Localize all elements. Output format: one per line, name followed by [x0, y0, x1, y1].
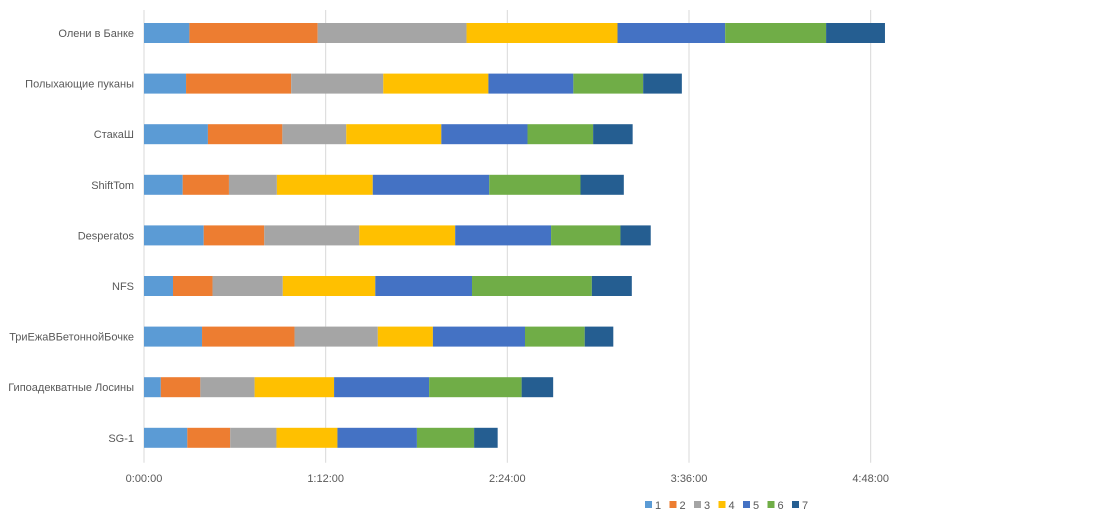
legend-label: 4: [729, 500, 735, 512]
bar-segment-series-6: [573, 73, 644, 94]
legend-label: 5: [753, 500, 759, 512]
bar-segment-series-1: [144, 427, 188, 448]
bar-segment-series-2: [202, 326, 295, 347]
x-tick-label: 1:12:00: [307, 473, 344, 485]
bar-segment-series-3: [317, 23, 467, 43]
bar-segment-series-3: [291, 73, 384, 94]
bar-segment-series-6: [416, 427, 475, 448]
bar-segment-series-4: [282, 276, 376, 296]
bar-segment-series-2: [203, 225, 265, 246]
bar-segment-series-1: [144, 23, 190, 43]
category-label: Гипоадекватные Лосины: [8, 382, 134, 394]
x-tick-label: 2:24:00: [489, 473, 526, 485]
bar-segment-series-5: [372, 174, 490, 195]
bar-segment-series-3: [294, 326, 378, 347]
bar-segment-series-6: [551, 225, 621, 246]
bar-segment-series-4: [276, 174, 373, 195]
bar-segment-series-2: [173, 276, 213, 296]
bar-segment-series-7: [584, 326, 614, 347]
bar-segment-series-4: [377, 326, 433, 347]
bar-segment-series-5: [455, 225, 552, 246]
x-tick-label: 3:36:00: [671, 473, 708, 485]
bar-segment-series-6: [429, 377, 522, 398]
bar-segment-series-7: [620, 225, 651, 246]
legend-swatch: [792, 501, 799, 508]
bar-segment-series-1: [144, 174, 183, 195]
bar-segment-series-1: [144, 225, 204, 246]
bar-segment-series-5: [617, 23, 726, 43]
category-label: Desperatos: [78, 230, 135, 242]
bar-segment-series-5: [337, 427, 417, 448]
category-label: ТриЕжаВБетоннойБочке: [9, 332, 134, 344]
category-label: Полыхающие пуканы: [25, 79, 134, 91]
bar-series: [144, 23, 885, 448]
bar-segment-series-7: [474, 427, 498, 448]
legend-swatch: [718, 501, 726, 508]
value-axis-labels: 0:00:00 1:12:00 2:24:00 3:36:00 4:48:00: [126, 473, 889, 485]
bar-segment-series-2: [182, 174, 229, 195]
legend-swatch: [645, 501, 652, 508]
bar-segment-series-6: [524, 326, 585, 347]
bar-segment-series-2: [207, 124, 283, 145]
bar-segment-series-5: [334, 377, 430, 398]
bar-segment-series-2: [160, 377, 201, 398]
legend-swatch: [767, 501, 775, 508]
bar-segment-series-1: [144, 276, 174, 296]
bar-segment-series-3: [228, 174, 277, 195]
bar-segment-series-4: [383, 73, 489, 94]
bar-segment-series-3: [264, 225, 360, 246]
bar-segment-series-4: [466, 23, 618, 43]
legend-label: 6: [778, 500, 784, 512]
bar-segment-series-6: [472, 276, 592, 296]
bar-segment-series-4: [359, 225, 456, 246]
bar-segment-series-4: [254, 377, 335, 398]
bar-segment-series-6: [489, 174, 581, 195]
bar-segment-series-7: [826, 23, 885, 43]
bar-segment-series-3: [212, 276, 283, 296]
x-tick-label: 4:48:00: [852, 473, 889, 485]
bar-segment-series-5: [441, 124, 528, 145]
bar-segment-series-5: [375, 276, 473, 296]
bar-segment-series-3: [230, 427, 277, 448]
legend: 1 2 3 4 5 6 7: [645, 500, 808, 512]
legend-label: 3: [704, 500, 710, 512]
legend-label: 1: [655, 500, 661, 512]
bar-segment-series-4: [276, 427, 338, 448]
bar-segment-series-7: [521, 377, 554, 398]
bar-segment-series-2: [189, 23, 318, 43]
bar-segment-series-6: [527, 124, 594, 145]
bar-segment-series-5: [488, 73, 574, 94]
category-label: Олени в Банке: [58, 28, 134, 40]
bar-segment-series-7: [580, 174, 624, 195]
category-label: SG-1: [108, 433, 134, 445]
bar-segment-series-1: [144, 124, 208, 145]
bar-segment-series-3: [282, 124, 347, 145]
bar-segment-series-3: [200, 377, 255, 398]
bar-segment-series-1: [144, 73, 187, 94]
category-label: ShiftTom: [91, 180, 134, 192]
bar-segment-series-2: [187, 427, 231, 448]
legend-label: 2: [680, 500, 686, 512]
legend-label: 7: [802, 500, 808, 512]
bar-segment-series-7: [591, 276, 632, 296]
legend-swatch: [694, 501, 701, 508]
bar-segment-series-7: [593, 124, 633, 145]
category-label: NFS: [112, 281, 134, 293]
bar-segment-series-7: [643, 73, 682, 94]
category-axis-labels: Олени в Банке Полыхающие пуканы СтакаШ Shif…: [8, 28, 134, 445]
bar-segment-series-1: [144, 377, 161, 398]
bar-segment-series-5: [432, 326, 525, 347]
bar-segment-series-4: [346, 124, 442, 145]
legend-swatch: [743, 501, 750, 508]
bar-segment-series-1: [144, 326, 203, 347]
bar-segment-series-2: [186, 73, 292, 94]
legend-swatch: [669, 501, 677, 508]
x-tick-label: 0:00:00: [126, 473, 163, 485]
category-label: СтакаШ: [94, 129, 134, 141]
bar-segment-series-6: [725, 23, 827, 43]
